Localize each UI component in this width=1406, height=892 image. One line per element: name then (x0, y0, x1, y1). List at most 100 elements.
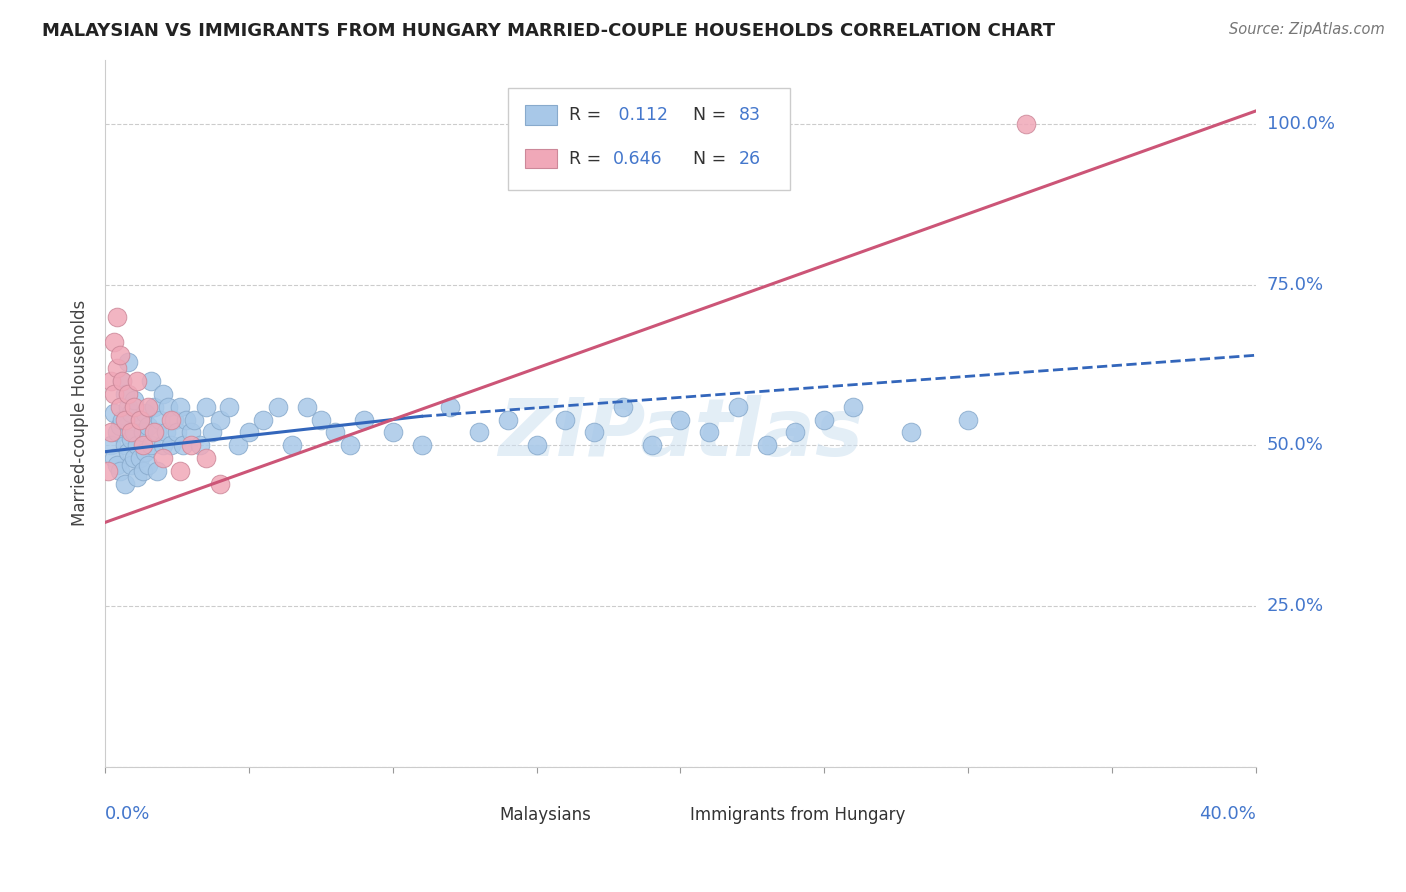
Point (281, 438, 304, 452)
Point (143, 425, 166, 440)
Point (152, 451, 174, 466)
Point (226, 438, 249, 452)
Point (180, 438, 202, 452)
Text: R =: R = (569, 150, 606, 168)
Point (103, 406, 125, 420)
Point (138, 419, 160, 434)
Point (381, 425, 404, 440)
Point (411, 438, 433, 452)
Text: R =: R = (569, 106, 606, 124)
Point (122, 425, 145, 440)
Point (122, 393, 145, 408)
Point (138, 458, 160, 472)
Point (138, 400, 160, 414)
Point (157, 400, 180, 414)
Point (122, 451, 145, 466)
Y-axis label: Married-couple Households: Married-couple Households (72, 300, 89, 526)
Text: 50.0%: 50.0% (1267, 436, 1323, 454)
Point (111, 412, 134, 426)
Point (209, 412, 232, 426)
Point (105, 310, 128, 324)
Text: 40.0%: 40.0% (1199, 805, 1256, 823)
Point (122, 400, 145, 414)
Point (131, 464, 153, 478)
Point (201, 425, 224, 440)
Point (143, 400, 166, 414)
Point (114, 386, 136, 401)
Text: 0.646: 0.646 (613, 150, 662, 168)
Point (155, 425, 177, 440)
Point (554, 412, 576, 426)
Point (727, 400, 749, 414)
FancyBboxPatch shape (524, 105, 557, 125)
Point (267, 400, 290, 414)
Point (612, 400, 634, 414)
Point (100, 438, 122, 452)
Point (160, 412, 183, 426)
Point (128, 412, 150, 426)
Point (125, 470, 148, 484)
Point (141, 374, 163, 388)
Point (1014, 117, 1036, 131)
FancyBboxPatch shape (468, 808, 494, 821)
Point (152, 386, 174, 401)
Point (842, 400, 865, 414)
Point (194, 451, 217, 466)
Point (353, 412, 375, 426)
Point (117, 354, 139, 368)
Point (103, 451, 125, 466)
Point (174, 412, 197, 426)
Point (640, 438, 662, 452)
Point (117, 386, 139, 401)
Point (141, 438, 163, 452)
Point (97, 464, 120, 478)
Point (183, 412, 205, 426)
Point (188, 438, 211, 452)
Point (172, 438, 194, 452)
Point (526, 438, 548, 452)
Point (111, 374, 134, 388)
Point (169, 400, 191, 414)
Point (103, 335, 125, 350)
Point (131, 425, 153, 440)
Point (108, 419, 131, 434)
Point (105, 425, 128, 440)
Text: N =: N = (682, 150, 731, 168)
Text: Source: ZipAtlas.com: Source: ZipAtlas.com (1229, 22, 1385, 37)
Point (218, 400, 240, 414)
Point (100, 374, 122, 388)
FancyBboxPatch shape (658, 808, 683, 821)
Point (697, 425, 720, 440)
Point (957, 412, 980, 426)
Point (134, 406, 156, 420)
Point (785, 425, 807, 440)
Point (152, 438, 174, 452)
Point (146, 464, 169, 478)
Point (134, 444, 156, 458)
Point (468, 425, 491, 440)
Point (120, 458, 142, 472)
Point (146, 425, 169, 440)
Point (117, 400, 139, 414)
Point (309, 412, 332, 426)
Point (439, 400, 461, 414)
Text: 0.0%: 0.0% (105, 805, 150, 823)
Point (669, 412, 692, 426)
Point (105, 361, 128, 376)
Text: N =: N = (682, 106, 731, 124)
Point (209, 476, 232, 491)
Point (108, 348, 131, 362)
Text: Immigrants from Hungary: Immigrants from Hungary (689, 805, 905, 823)
Text: ZIPatlas: ZIPatlas (498, 395, 863, 474)
Point (103, 386, 125, 401)
Point (755, 438, 778, 452)
Point (128, 451, 150, 466)
Point (120, 432, 142, 446)
Point (105, 458, 128, 472)
Point (114, 476, 136, 491)
FancyBboxPatch shape (508, 88, 790, 190)
Point (120, 425, 142, 440)
Text: 75.0%: 75.0% (1267, 276, 1324, 293)
Point (108, 464, 131, 478)
Point (108, 400, 131, 414)
